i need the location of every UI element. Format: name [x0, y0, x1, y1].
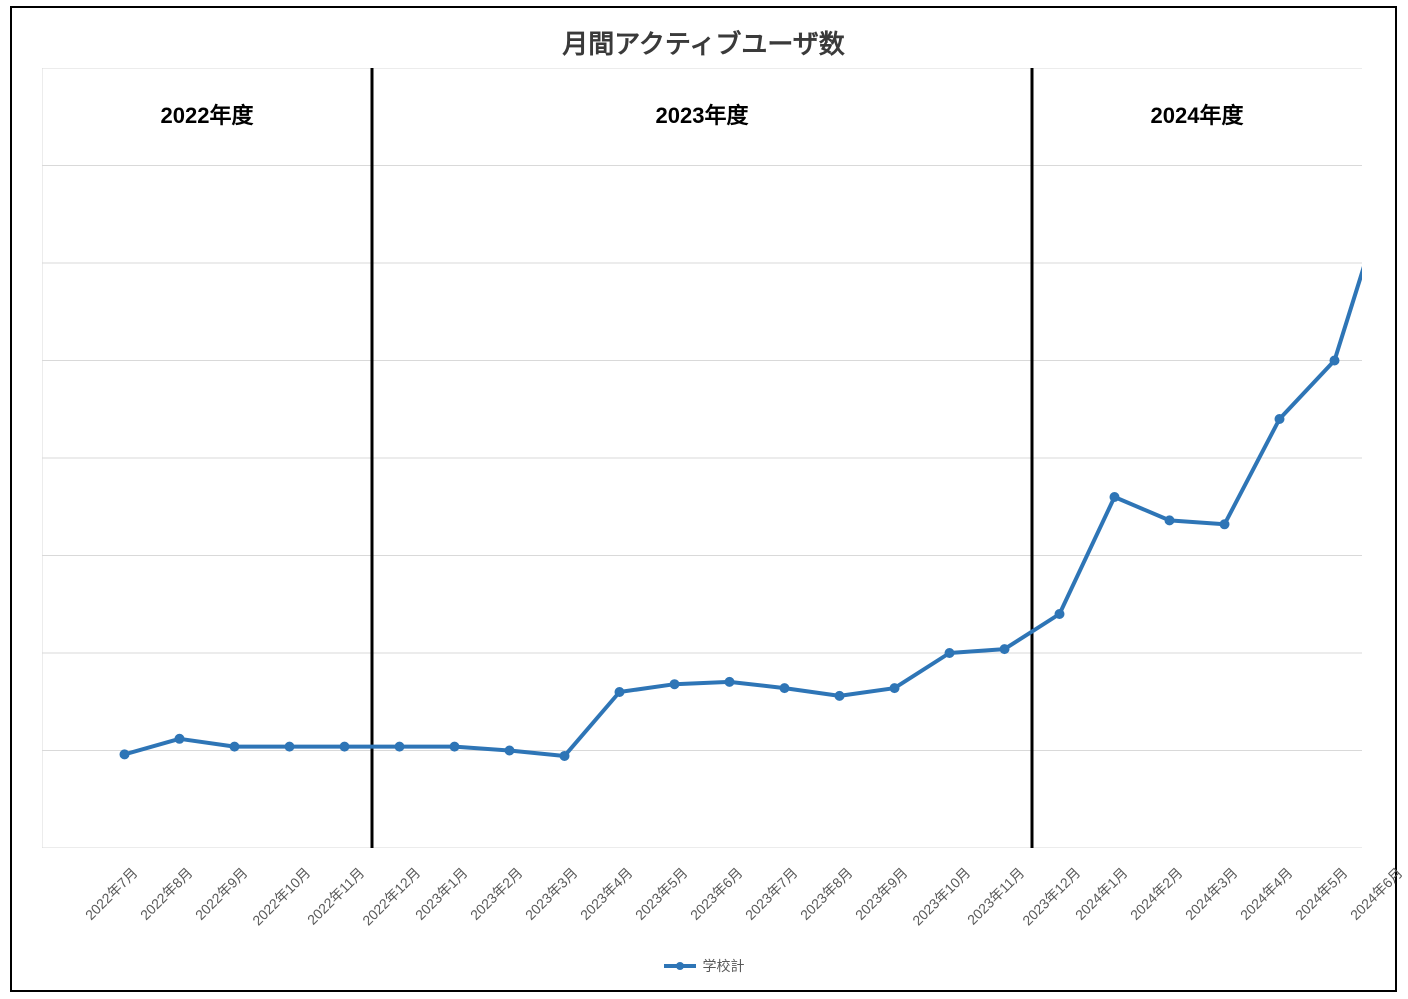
chart-title: 月間アクティブユーザ数 — [10, 24, 1397, 61]
legend: 学校計 — [10, 956, 1397, 976]
chart-svg — [42, 68, 1362, 848]
legend-swatch-icon — [663, 959, 697, 973]
plot-area — [42, 68, 1362, 848]
period-label: 2024年度 — [1117, 98, 1277, 130]
period-label: 2023年度 — [622, 98, 782, 130]
period-label: 2022年度 — [127, 98, 287, 130]
legend-label: 学校計 — [703, 956, 745, 976]
